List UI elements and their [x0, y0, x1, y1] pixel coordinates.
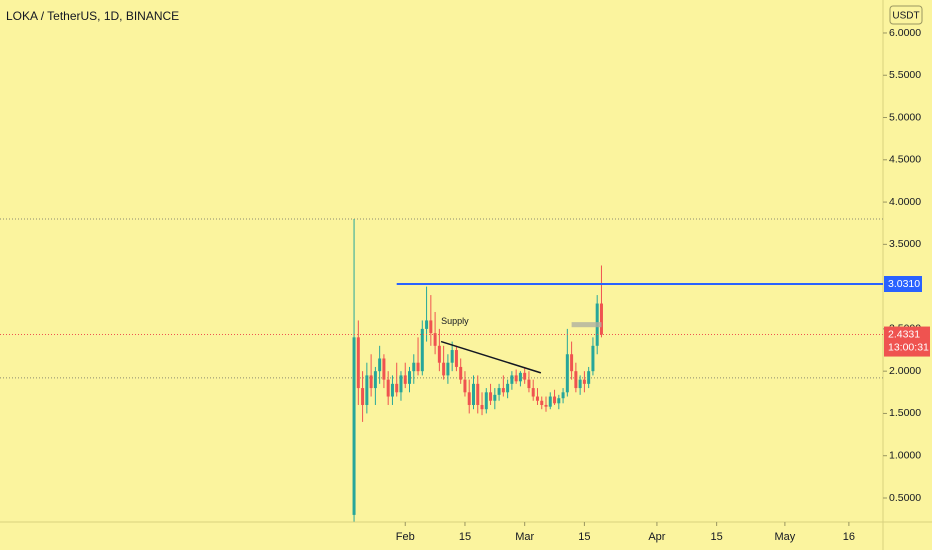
candle-body	[361, 388, 365, 405]
candle-body	[390, 383, 394, 397]
candle-body	[561, 392, 565, 399]
candle-body	[527, 379, 531, 389]
x-tick-label: Mar	[515, 531, 534, 543]
x-tick-label: 15	[578, 531, 590, 543]
candle-body	[531, 388, 535, 397]
candle-body	[412, 362, 416, 372]
y-tick-label: 5.5000	[889, 69, 921, 81]
x-tick-label: 15	[711, 531, 723, 543]
candle-body	[476, 383, 480, 405]
candle-body	[378, 358, 382, 372]
candle-body	[365, 375, 369, 405]
candle-body	[578, 379, 582, 389]
candle-body	[382, 358, 386, 380]
x-tick-label: 16	[843, 531, 855, 543]
candle-body	[501, 388, 505, 393]
trendline	[440, 340, 542, 374]
x-tick-label: 15	[459, 531, 471, 543]
candle-body	[454, 350, 458, 367]
candle-body	[463, 379, 467, 393]
candle-body	[506, 383, 510, 393]
candle-body	[471, 383, 475, 405]
candle-body	[484, 392, 488, 410]
candle-body	[403, 375, 407, 384]
countdown: 13:00:31	[888, 341, 929, 353]
candle-body	[599, 303, 603, 335]
resistance-label-box	[884, 275, 922, 292]
candle-body	[437, 345, 441, 363]
candle-body	[425, 320, 429, 329]
candle-body	[510, 375, 514, 384]
y-tick-label: 1.5000	[889, 407, 921, 419]
currency-box[interactable]	[889, 5, 923, 25]
candle-body	[544, 404, 548, 407]
last-price-box	[884, 326, 930, 357]
candle-body	[446, 362, 450, 376]
candle-body	[408, 371, 412, 384]
candle-body	[356, 337, 360, 389]
candle-body	[480, 404, 484, 410]
candle-body	[373, 371, 377, 389]
x-tick-label: Apr	[648, 531, 665, 543]
candle-body	[582, 379, 586, 384]
candle-body	[395, 383, 399, 393]
candle-body	[587, 371, 591, 384]
candle-body	[535, 396, 539, 401]
candle-body	[386, 379, 390, 397]
candle-body	[369, 375, 373, 389]
y-tick-label: 1.0000	[889, 449, 921, 461]
candle-body	[450, 350, 454, 363]
y-tick-label: 4.0000	[889, 196, 921, 208]
y-tick-label: 6.0000	[889, 27, 921, 39]
candle-body	[523, 372, 527, 380]
candle-body	[514, 375, 518, 382]
candle-body	[557, 398, 561, 404]
candle-body	[548, 396, 552, 407]
y-tick-label: 0.5000	[889, 492, 921, 504]
y-tick-label: 3.5000	[889, 238, 921, 250]
last-price-label: 2.4331	[888, 328, 920, 340]
candle-body	[591, 345, 595, 372]
candle-body	[429, 320, 433, 334]
candle-body	[574, 371, 578, 389]
trendline-label: Supply	[441, 316, 469, 326]
resistance-label: 3.0310	[888, 278, 920, 290]
y-tick-label: 5.0000	[889, 111, 921, 123]
x-tick-label: Feb	[396, 531, 415, 543]
currency[interactable]: USDT	[892, 11, 919, 22]
candle-body	[518, 372, 522, 382]
y-tick-label: 4.5000	[889, 154, 921, 166]
chart-title: LOKA / TetherUS, 1D, BINANCE	[6, 9, 179, 23]
candle-body	[416, 362, 420, 372]
candle-body	[442, 362, 446, 376]
candle-body	[420, 328, 424, 372]
candle-body	[540, 400, 544, 405]
candle-body	[489, 392, 493, 401]
candle-body	[553, 396, 557, 404]
x-tick-label: May	[774, 531, 795, 543]
candle-body	[467, 392, 471, 405]
candle-body	[352, 337, 356, 515]
candle-body	[493, 394, 497, 401]
candle-body	[565, 354, 569, 393]
y-tick-label: 2.0000	[889, 365, 921, 377]
candle-body	[570, 354, 574, 372]
candle-body	[497, 388, 501, 395]
candle-body	[433, 333, 437, 346]
candle-body	[399, 375, 403, 393]
candle-body	[459, 366, 463, 380]
zone	[571, 322, 602, 328]
